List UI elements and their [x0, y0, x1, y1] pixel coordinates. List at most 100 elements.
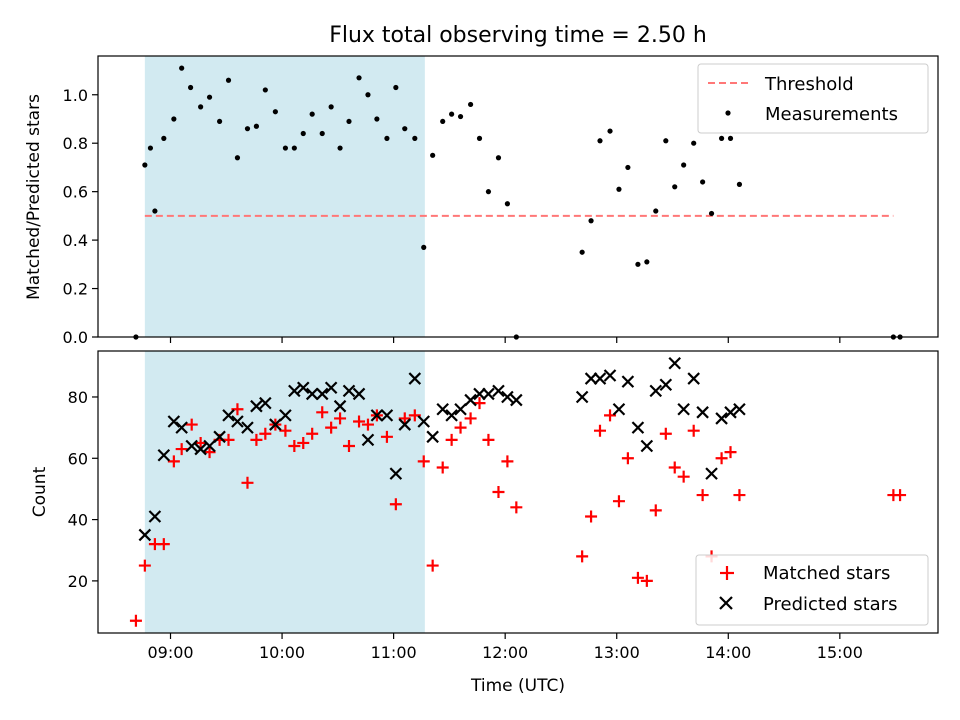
matched-star-point	[696, 489, 709, 502]
predicted-star-point	[436, 402, 449, 416]
matched-star-point	[445, 433, 458, 446]
y-tick-label: 0.4	[63, 231, 88, 250]
count-marks	[129, 356, 907, 627]
x-tick-label: 13:00	[594, 643, 640, 662]
legend-predicted-label: Predicted stars	[763, 594, 897, 615]
predicted-star-point	[259, 396, 272, 410]
predicted-star-point	[492, 384, 505, 398]
matched-star-point	[259, 427, 272, 440]
count-y-axis-label: Count	[30, 466, 50, 517]
matched-star-point	[288, 440, 301, 453]
measurement-point	[374, 116, 380, 122]
predicted-star-point	[454, 402, 467, 416]
matched-star-point	[612, 495, 625, 508]
measurement-point	[718, 135, 725, 141]
matched-star-point	[501, 455, 514, 468]
measurement-point	[644, 259, 650, 265]
predicted-star-point	[621, 375, 635, 388]
predicted-star-point	[687, 372, 700, 385]
predicted-star-point	[612, 402, 626, 416]
predicted-star-point	[305, 387, 319, 401]
predicted-star-point	[659, 378, 673, 391]
matched-star-point	[241, 476, 254, 489]
ratio-legend-box	[697, 63, 929, 134]
predicted-star-point	[342, 384, 356, 398]
count-legend: Matched stars Predicted stars	[695, 554, 929, 626]
predicted-star-point	[408, 372, 422, 385]
measurement-point	[142, 162, 148, 168]
matched-star-point	[316, 406, 329, 419]
predicted-star-point	[288, 384, 301, 398]
ratio-legend: Threshold Measurements	[697, 63, 929, 134]
matched-star-point	[129, 614, 142, 627]
ratio-shaded-span	[144, 56, 425, 337]
measurement-point	[225, 77, 232, 83]
matched-star-point	[604, 409, 617, 422]
measurement-point	[597, 138, 603, 144]
measurement-point	[337, 145, 343, 151]
ratio-y-axis-label: Matched/Predicted stars	[24, 94, 44, 300]
measurement-point	[328, 104, 334, 110]
measurement-point	[727, 135, 734, 141]
predicted-star-point	[175, 421, 188, 434]
matched-star-point	[687, 424, 700, 437]
measurement-point	[291, 145, 297, 151]
predicted-star-point	[389, 467, 403, 480]
count-panel: 20 40 60 80 09:00 10:00 11:00 12:00 13:00 14:00 1…	[30, 350, 939, 696]
predicted-star-point	[333, 399, 347, 413]
predicted-star-point	[380, 409, 394, 422]
predicted-star-point	[464, 393, 477, 407]
measurement-point	[161, 135, 167, 141]
matched-star-point	[631, 571, 644, 584]
predicted-star-point	[724, 406, 737, 419]
matched-star-point	[334, 412, 347, 425]
measurement-point	[421, 244, 427, 250]
matched-star-point	[342, 440, 355, 453]
predicted-star-point	[250, 399, 263, 413]
predicted-star-point	[649, 384, 663, 398]
matched-star-point	[185, 418, 198, 431]
matched-star-point	[398, 412, 411, 425]
measurement-point	[467, 101, 474, 108]
predicted-star-point	[148, 510, 162, 523]
matched-star-point	[640, 574, 653, 587]
matched-star-point	[668, 461, 681, 474]
count-shaded-span	[144, 351, 425, 633]
predicted-star-point	[705, 467, 718, 480]
matched-star-point	[138, 559, 151, 572]
measurement-point	[457, 113, 464, 120]
matched-star-point	[585, 510, 598, 523]
ratio-y-ticks: 0.0 0.2 0.4 0.6 0.8 1.0	[63, 86, 98, 347]
measurement-point	[216, 118, 223, 125]
measurement-point	[430, 152, 436, 158]
measurement-point	[691, 140, 697, 146]
matched-star-point	[175, 443, 188, 456]
matched-star-point	[715, 452, 728, 465]
measurement-point	[346, 118, 352, 125]
measurement-point	[234, 155, 241, 161]
measurement-point	[672, 184, 678, 190]
measurement-point	[365, 92, 371, 98]
measurement-point	[244, 126, 251, 132]
predicted-star-point	[213, 430, 226, 444]
measurement-point	[402, 126, 408, 132]
predicted-star-point	[157, 448, 171, 462]
measurement-point	[708, 210, 715, 217]
matched-star-point	[473, 397, 486, 410]
ratio-panel: 0.0 0.2 0.4 0.6 0.8 1.0 Matched/Predicted sta…	[24, 55, 939, 347]
matched-star-point	[203, 446, 216, 459]
predicted-star-point	[584, 372, 598, 385]
predicted-star-point	[241, 421, 254, 434]
matched-star-point	[380, 430, 393, 443]
measurement-point	[262, 87, 268, 93]
measurement-point	[588, 218, 594, 224]
matched-star-point	[724, 446, 737, 459]
measurement-point	[700, 179, 706, 185]
matched-star-point	[426, 559, 439, 572]
predicted-star-point	[668, 356, 682, 370]
ratio-x-ticks	[169, 337, 841, 343]
matched-star-point	[361, 418, 374, 431]
predicted-star-point	[631, 421, 645, 434]
matched-star-point	[222, 433, 235, 446]
